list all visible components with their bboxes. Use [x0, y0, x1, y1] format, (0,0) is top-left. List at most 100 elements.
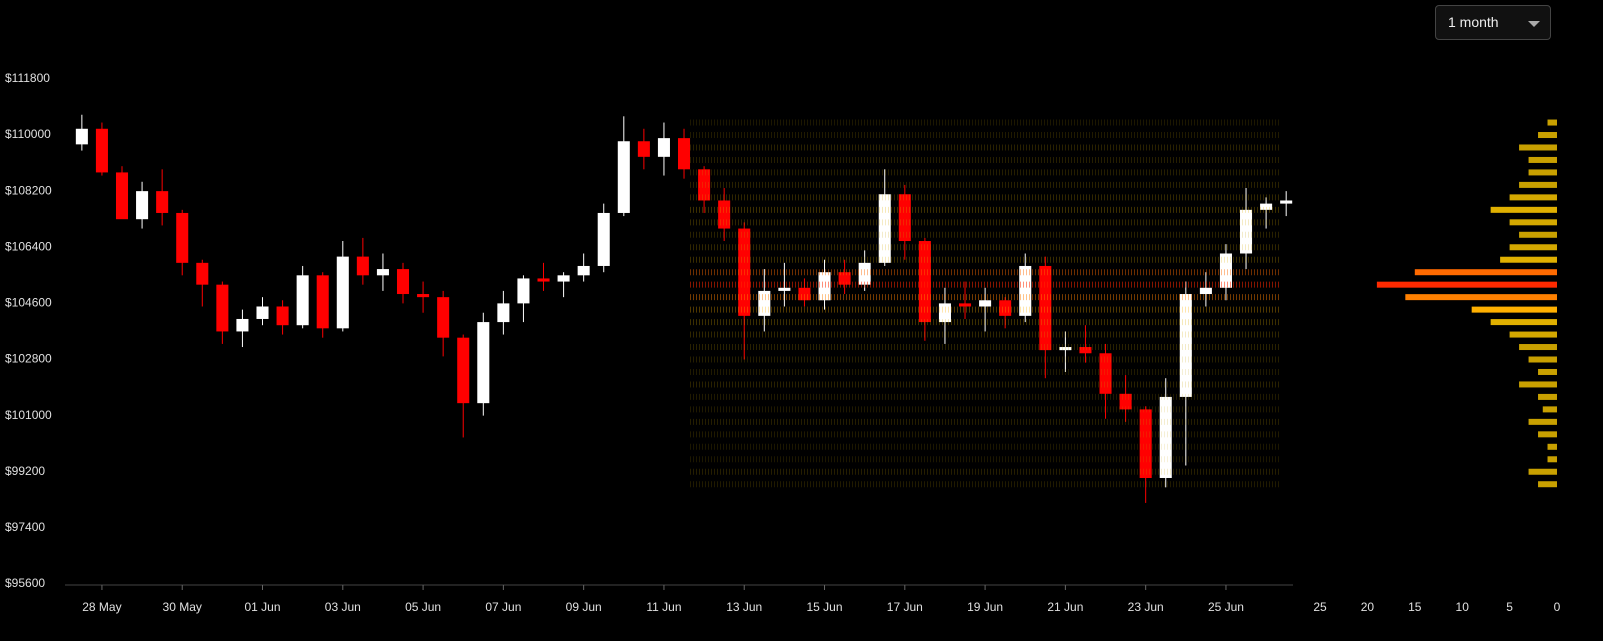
candle-body	[1179, 294, 1192, 397]
candle-body	[95, 128, 108, 173]
candle-body	[256, 306, 269, 319]
candle-body	[858, 262, 871, 285]
candle-body	[417, 294, 430, 298]
profile-bar	[1528, 156, 1557, 163]
x-tick-label: 01 Jun	[244, 600, 280, 614]
candle-body	[115, 172, 129, 220]
candle-body	[617, 141, 630, 213]
candle-body	[1059, 347, 1072, 351]
candle-body	[156, 191, 169, 213]
profile-bar	[1519, 231, 1557, 238]
candle-body	[718, 200, 731, 229]
x-tick-label: 17 Jun	[887, 600, 923, 614]
candle-body	[918, 241, 931, 323]
y-tick-label: $99200	[5, 464, 45, 478]
x-tick-label: 19 Jun	[967, 600, 1003, 614]
candle-body	[1219, 253, 1232, 288]
y-tick-label: $101000	[5, 408, 52, 422]
candle-body	[1019, 265, 1032, 316]
candle-body	[537, 278, 550, 282]
y-tick-label: $110000	[5, 127, 51, 141]
y-tick-label: $111800	[5, 71, 50, 85]
candle-body	[979, 300, 992, 307]
profile-bar	[1509, 331, 1557, 338]
profile-bar	[1538, 481, 1557, 488]
x-tick-label: 25 Jun	[1208, 600, 1244, 614]
candle-body	[1119, 393, 1132, 410]
y-tick-label: $95600	[5, 576, 45, 590]
range-label: 1 month	[1448, 14, 1499, 30]
profile-tick-label: 20	[1361, 600, 1375, 614]
x-tick-label: 13 Jun	[726, 600, 762, 614]
x-tick-label: 03 Jun	[325, 600, 361, 614]
candle-body	[437, 297, 450, 338]
candle-body	[1139, 409, 1152, 478]
range-dropdown[interactable]: 1 month	[1435, 5, 1551, 40]
candle-body	[878, 194, 891, 263]
candle-body	[758, 290, 771, 316]
profile-bar	[1538, 132, 1557, 139]
profile-tick-label: 25	[1313, 600, 1327, 614]
candle-body	[1280, 200, 1293, 204]
profile-bar	[1538, 368, 1557, 375]
candle-body	[396, 269, 410, 295]
profile-tick-label: 15	[1408, 600, 1422, 614]
profile-bar	[1376, 281, 1557, 288]
profile-bar	[1490, 319, 1557, 326]
candle-body	[477, 322, 490, 404]
candle-body	[698, 169, 711, 201]
profile-bar	[1509, 219, 1557, 226]
x-tick-label: 05 Jun	[405, 600, 441, 614]
candle-body	[637, 141, 650, 157]
profile-bar	[1490, 206, 1557, 213]
candle-body	[999, 300, 1012, 316]
dropdown-caret	[1528, 21, 1540, 27]
candle-body	[216, 284, 229, 332]
candle-body	[196, 262, 209, 285]
candle-body	[657, 138, 670, 157]
x-tick-label: 21 Jun	[1047, 600, 1083, 614]
candle-body	[798, 287, 811, 301]
profile-bar	[1414, 269, 1557, 276]
profile-bar	[1547, 456, 1557, 463]
candle-body	[316, 275, 329, 329]
candle-body	[276, 306, 289, 326]
candle-body	[1260, 203, 1273, 210]
candle-body	[898, 194, 911, 242]
profile-bar	[1528, 468, 1557, 475]
x-tick-label: 15 Jun	[807, 600, 843, 614]
candle-body	[677, 138, 691, 170]
profile-bar	[1471, 306, 1557, 313]
profile-bar	[1405, 294, 1557, 301]
candle-body	[818, 272, 831, 301]
profile-tick-label: 5	[1506, 600, 1513, 614]
candle-body	[296, 275, 309, 326]
candle-body	[959, 303, 972, 307]
profile-tick-label: 0	[1554, 600, 1561, 614]
profile-bar	[1528, 356, 1557, 363]
candle-body	[236, 318, 249, 332]
candle-body	[176, 212, 189, 263]
candle-body	[517, 278, 530, 304]
candle-body	[1079, 347, 1092, 354]
profile-bar	[1519, 381, 1557, 388]
y-tick-label: $102800	[5, 352, 52, 366]
profile-bar	[1500, 256, 1557, 263]
profile-bar	[1509, 244, 1557, 251]
candle-body	[838, 272, 851, 285]
profile-bar	[1547, 443, 1557, 450]
profile-bar	[1538, 431, 1557, 438]
candle-body	[557, 275, 570, 282]
candle-body	[938, 303, 951, 323]
candle-body	[497, 303, 510, 323]
x-tick-label: 28 May	[82, 600, 121, 614]
candle-body	[356, 256, 369, 276]
x-tick-label: 07 Jun	[485, 600, 521, 614]
candle-body	[136, 191, 149, 220]
x-tick-label: 30 May	[163, 600, 202, 614]
profile-bar	[1519, 344, 1557, 351]
candle-body	[1099, 353, 1112, 394]
profile-tick-label: 10	[1456, 600, 1470, 614]
profile-bar	[1547, 119, 1557, 126]
